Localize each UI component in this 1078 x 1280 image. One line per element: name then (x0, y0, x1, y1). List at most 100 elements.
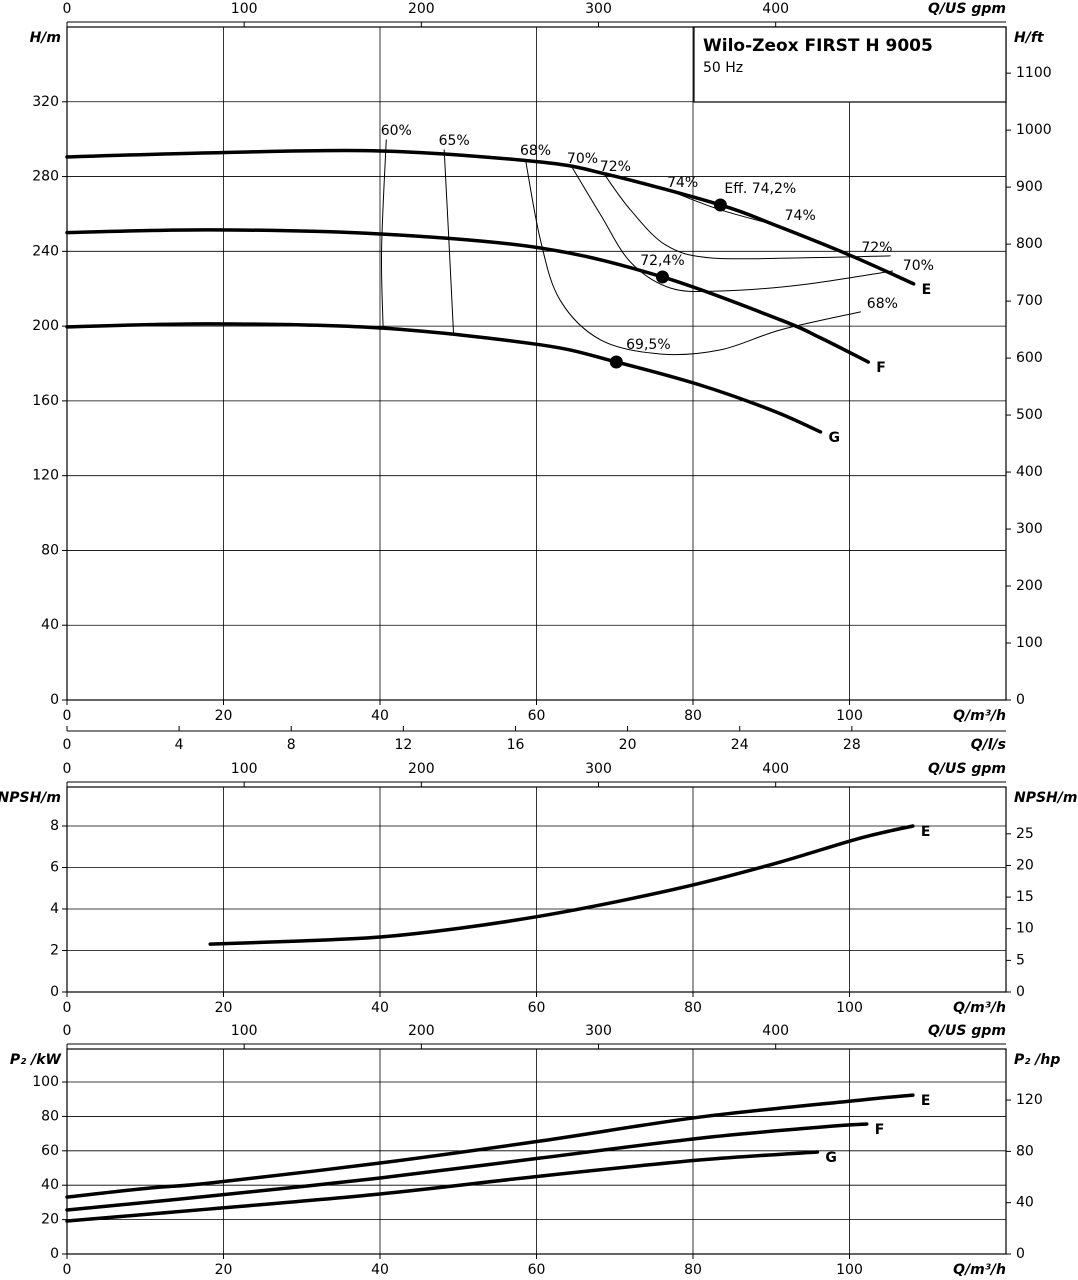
efficiency-label: 72% (600, 159, 631, 175)
y2-tick-label: 1000 (1016, 122, 1052, 138)
y2-tick-label: 40 (1016, 1195, 1034, 1211)
y2-tick-label: 25 (1016, 826, 1034, 842)
title-box (693, 26, 1007, 103)
x2-tick-label: 300 (585, 1, 612, 17)
x3-tick-label: 12 (394, 737, 412, 753)
x-tick-label: 60 (528, 1000, 546, 1016)
y-tick-label: 4 (50, 901, 59, 917)
x-axis-label: Q/m³/h (953, 1000, 1006, 1016)
x-tick-label: 20 (215, 708, 233, 724)
y-tick-label: 2 (50, 943, 59, 959)
curve-label: G (825, 1150, 837, 1166)
y2-tick-label: 20 (1016, 857, 1034, 873)
x2-tick-label: 400 (762, 761, 789, 777)
y-tick-label: 80 (41, 1108, 59, 1124)
y-tick-label: 20 (41, 1212, 59, 1228)
curve-label: E (921, 1093, 931, 1109)
y2-tick-label: 100 (1016, 635, 1043, 651)
x-tick-label: 80 (684, 708, 702, 724)
x2-axis-label: Q/US gpm (928, 1, 1006, 17)
y2-tick-label: 1100 (1016, 65, 1052, 81)
y-axis-label: P₂ /kW (10, 1052, 62, 1068)
y2-tick-label: 5 (1016, 952, 1025, 968)
x3-tick-label: 24 (731, 737, 749, 753)
curve (65, 228, 871, 364)
efficiency-label: 60% (381, 123, 412, 139)
y2-tick-label: 500 (1016, 407, 1043, 423)
x3-tick-label: 0 (63, 737, 72, 753)
y-tick-label: 40 (41, 1177, 59, 1193)
y2-tick-label: 0 (1016, 692, 1025, 708)
x-tick-label: 80 (684, 1000, 702, 1016)
plot-frame (66, 1048, 1007, 1255)
x2-tick-label: 100 (231, 1, 258, 17)
y2-tick-label: 80 (1016, 1143, 1034, 1159)
annotation: 72,4% (640, 253, 684, 269)
x2-tick-label: 100 (231, 1023, 258, 1039)
y-tick-label: 240 (32, 243, 59, 259)
x3-tick-label: 4 (175, 737, 184, 753)
y-tick-label: 6 (50, 860, 59, 876)
y2-axis-label: H/ft (1014, 30, 1045, 46)
x-tick-label: 40 (371, 1262, 389, 1278)
efficiency-curve (380, 139, 387, 329)
y-tick-label: 60 (41, 1143, 59, 1159)
curve (65, 1150, 820, 1223)
x-tick-label: 100 (836, 1262, 863, 1278)
efficiency-curve (571, 167, 894, 293)
x2-tick-label: 300 (585, 1023, 612, 1039)
x-tick-label: 100 (836, 1000, 863, 1016)
y2-tick-label: 0 (1016, 1246, 1025, 1262)
x-tick-label: 20 (215, 1000, 233, 1016)
efficiency-curve (443, 149, 455, 335)
x-tick-label: 0 (63, 1262, 72, 1278)
x3-tick-label: 20 (619, 737, 637, 753)
x3-tick-label: 8 (287, 737, 296, 753)
x3-tick-label: 16 (507, 737, 525, 753)
efficiency-label: 70% (567, 151, 598, 167)
x2-tick-label: 0 (63, 1023, 72, 1039)
annotation: 68% (867, 296, 898, 312)
best-efficiency-point (713, 198, 727, 212)
x2-tick-label: 200 (408, 1, 435, 17)
y-tick-label: 0 (50, 984, 59, 1000)
annotation: Eff. 74,2% (724, 181, 796, 197)
plot-frame (66, 26, 1007, 701)
y-tick-label: 0 (50, 692, 59, 708)
efficiency-curve (525, 159, 861, 356)
x-axis-label: Q/m³/h (953, 708, 1006, 724)
curve (65, 322, 823, 434)
x-tick-label: 0 (63, 1000, 72, 1016)
annotation: 69,5% (626, 337, 670, 353)
x-tick-label: 60 (528, 708, 546, 724)
y-tick-label: 0 (50, 1246, 59, 1262)
curve (65, 1093, 915, 1199)
y2-axis-label: NPSH/m (1014, 790, 1077, 806)
y2-tick-label: 120 (1016, 1092, 1043, 1108)
y2-tick-label: 400 (1016, 464, 1043, 480)
x2-tick-label: 0 (63, 761, 72, 777)
y2-tick-label: 15 (1016, 889, 1034, 905)
x-tick-label: 0 (63, 708, 72, 724)
annotation: 70% (903, 258, 934, 274)
efficiency-label: 68% (520, 143, 551, 159)
x-tick-label: 20 (215, 1262, 233, 1278)
plot-frame (66, 786, 1007, 993)
y-tick-label: 160 (32, 393, 59, 409)
x2-tick-label: 200 (408, 1023, 435, 1039)
x2-axis-label: Q/US gpm (928, 761, 1006, 777)
chart-title: Wilo-Zeox FIRST H 9005 (703, 36, 933, 56)
x2-tick-label: 100 (231, 761, 258, 777)
x3-tick-label: 28 (843, 737, 861, 753)
y2-tick-label: 10 (1016, 921, 1034, 937)
curve-label: F (876, 360, 886, 376)
y2-axis-label: P₂ /hp (1014, 1052, 1060, 1068)
y2-tick-label: 700 (1016, 293, 1043, 309)
y2-tick-label: 200 (1016, 578, 1043, 594)
curve (208, 824, 915, 946)
curve-label: G (829, 430, 841, 446)
best-efficiency-point (655, 270, 669, 284)
curve (65, 1122, 869, 1212)
annotation: 72% (861, 240, 892, 256)
y-tick-label: 120 (32, 468, 59, 484)
